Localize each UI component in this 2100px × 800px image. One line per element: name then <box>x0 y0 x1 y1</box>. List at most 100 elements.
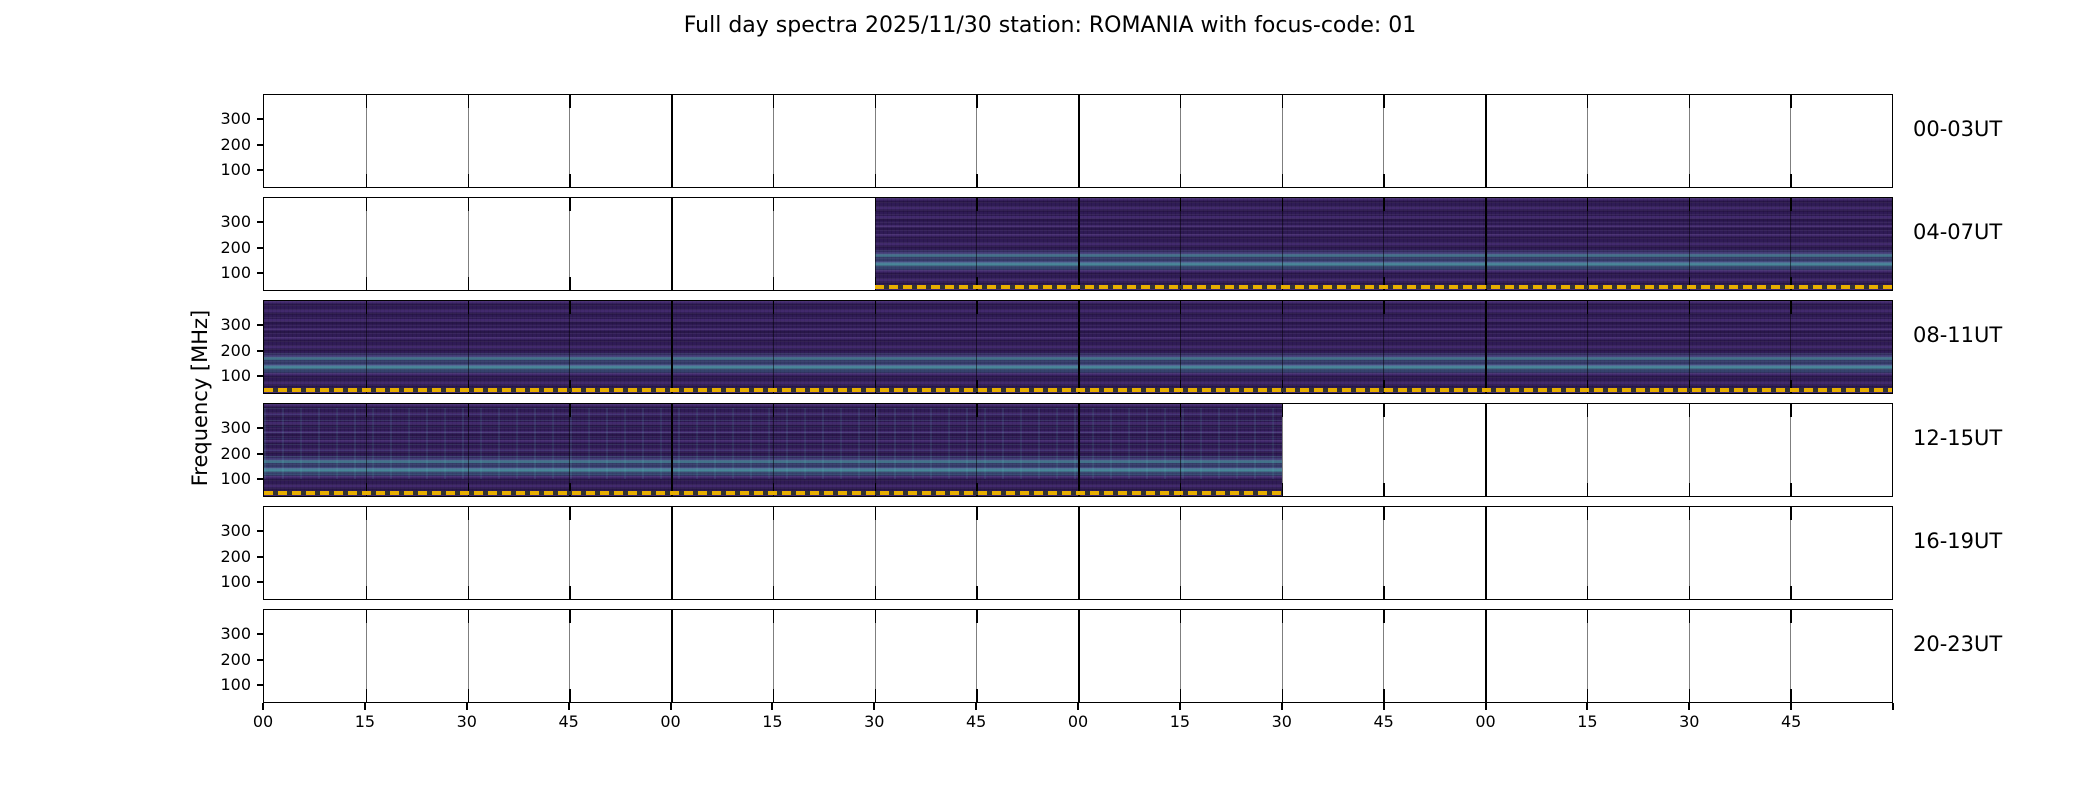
segment-divider <box>1281 610 1283 702</box>
x-tick-label: 30 <box>456 712 477 731</box>
row-time-label: 08-11UT <box>1913 323 2003 347</box>
spectro-row: 300 200 100 00-03UT <box>220 94 2002 188</box>
x-tick-mark <box>1790 703 1793 710</box>
x-tick-mark <box>262 703 264 710</box>
segment-divider <box>1790 610 1792 702</box>
segment-divider <box>1281 95 1283 187</box>
x-tick-mark <box>1382 703 1385 710</box>
row-time-label: 04-07UT <box>1913 220 2003 244</box>
segment-divider <box>671 95 673 187</box>
y-tick-label: 300 <box>220 520 251 540</box>
segment-divider <box>569 610 571 702</box>
segment-divider <box>1281 301 1283 393</box>
segment-divider <box>1179 95 1182 187</box>
segment-divider <box>976 610 978 702</box>
y-tick-mark <box>257 478 264 481</box>
x-tick-label: 00 <box>252 712 274 731</box>
dashed-marker-line <box>264 491 1282 495</box>
y-tick-label: 200 <box>220 546 251 566</box>
segment-divider <box>1790 301 1792 393</box>
segment-divider <box>1383 507 1385 599</box>
x-tick-label: 45 <box>1780 712 1802 731</box>
x-tick-label: 00 <box>1067 712 1089 731</box>
segment-divider <box>1383 95 1385 187</box>
segment-divider <box>569 507 571 599</box>
segment-divider <box>976 507 978 599</box>
y-tick-label: 300 <box>220 623 251 643</box>
segment-divider <box>1078 301 1080 393</box>
segment-divider <box>467 404 469 496</box>
segment-divider <box>467 198 469 290</box>
segment-divider <box>365 301 368 393</box>
row-time-label: 20-23UT <box>1913 632 2003 656</box>
segment-divider <box>1078 95 1080 187</box>
y-tick-label: 100 <box>220 572 251 592</box>
segment-divider <box>772 404 775 496</box>
row-time-label: 16-19UT <box>1913 529 2003 553</box>
segment-divider <box>671 301 673 393</box>
segment-divider <box>671 610 673 702</box>
segment-divider <box>874 198 876 290</box>
x-tick-label: 30 <box>1679 712 1700 731</box>
y-tick-label: 200 <box>220 443 251 463</box>
segment-divider <box>976 95 978 187</box>
y-axis-label: Frequency [MHz] <box>188 309 212 487</box>
segment-divider <box>1179 507 1182 599</box>
y-tick-mark <box>257 581 264 584</box>
segment-divider <box>569 301 571 393</box>
segment-divider <box>1485 95 1487 187</box>
segment-divider <box>365 404 368 496</box>
segment-divider <box>1688 404 1690 496</box>
segment-divider <box>1383 404 1385 496</box>
y-tick-mark <box>257 143 264 146</box>
x-tick-label: 15 <box>1169 712 1191 731</box>
segment-divider <box>1383 301 1385 393</box>
y-tick-mark <box>257 349 264 352</box>
segment-divider <box>1485 301 1487 393</box>
x-tick-mark <box>1688 703 1691 710</box>
segment-divider <box>976 198 978 290</box>
segment-divider <box>569 95 571 187</box>
segment-divider <box>1078 198 1080 290</box>
segment-divider <box>1179 404 1182 496</box>
segment-divider <box>1078 507 1080 599</box>
segment-divider <box>1790 507 1792 599</box>
segment-divider <box>1586 301 1589 393</box>
x-tick-label: 00 <box>1475 712 1496 731</box>
segment-divider <box>1179 198 1182 290</box>
y-tick-mark <box>257 452 264 455</box>
segment-divider <box>365 95 368 187</box>
y-tick-label: 300 <box>220 211 251 231</box>
segment-divider <box>671 507 673 599</box>
segment-divider <box>1586 610 1589 702</box>
y-tick-label: 300 <box>220 314 251 334</box>
segment-divider <box>874 404 876 496</box>
segment-divider <box>1383 198 1385 290</box>
segment-divider <box>1586 404 1589 496</box>
x-tick-label: 15 <box>762 712 783 731</box>
segment-divider <box>772 198 775 290</box>
y-tick-label: 100 <box>220 675 251 695</box>
x-tick-mark <box>567 703 570 710</box>
x-tick-mark <box>1280 703 1283 710</box>
y-tick-label: 100 <box>220 160 251 180</box>
y-tick-mark <box>257 632 264 635</box>
segment-divider <box>671 198 673 290</box>
y-tick-mark <box>257 246 264 249</box>
segment-divider <box>772 610 775 702</box>
segment-divider <box>1179 610 1182 702</box>
segment-divider <box>467 95 469 187</box>
y-tick-mark <box>257 426 264 429</box>
y-tick-label: 100 <box>220 469 251 489</box>
segment-divider <box>1485 610 1487 702</box>
row-time-label: 00-03UT <box>1913 117 2003 141</box>
y-tick-mark <box>257 117 264 120</box>
segment-divider <box>1586 95 1589 187</box>
y-tick-mark <box>257 658 264 661</box>
y-tick-label: 200 <box>220 340 251 360</box>
segment-divider <box>874 301 876 393</box>
y-tick-mark <box>257 684 264 687</box>
segment-divider <box>772 301 775 393</box>
y-tick-mark <box>257 323 264 326</box>
